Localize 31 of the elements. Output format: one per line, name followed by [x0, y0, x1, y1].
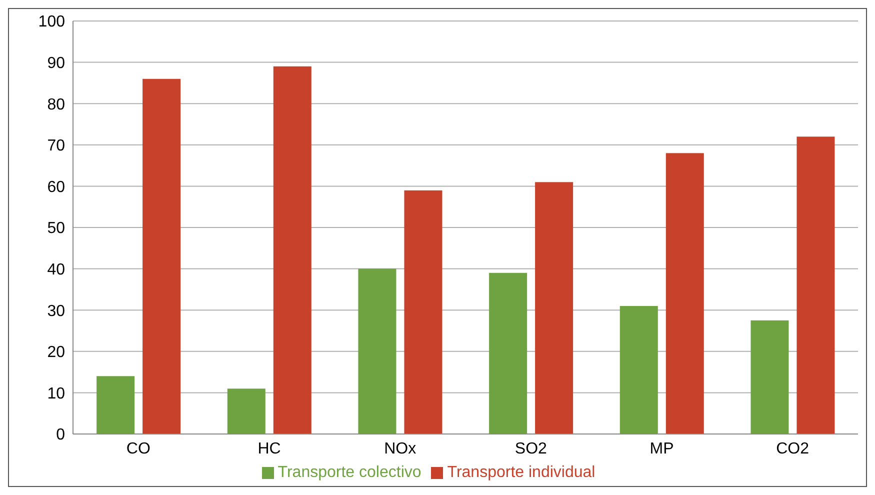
bar [750, 320, 789, 434]
y-tick-label: 100 [38, 14, 66, 31]
legend-label: Transporte colectivo [278, 464, 422, 481]
bar [142, 78, 181, 434]
bar [273, 66, 312, 434]
bar [358, 268, 396, 434]
y-tick-label: 80 [47, 96, 66, 114]
y-tick-label: 90 [47, 54, 66, 72]
bar [535, 182, 574, 434]
bar [620, 306, 658, 434]
bar [796, 136, 835, 434]
x-tick-label: CO [126, 440, 150, 458]
y-tick-label: 50 [47, 220, 66, 238]
y-tick-label: 0 [56, 426, 66, 444]
bar [227, 388, 266, 434]
x-tick-label: NOx [384, 440, 416, 458]
bar [489, 272, 528, 434]
y-tick-label: 70 [47, 138, 66, 155]
y-tick-label: 40 [47, 261, 66, 278]
x-tick-label: SO2 [514, 440, 548, 458]
legend-label: Transporte individual [447, 464, 596, 481]
y-tick-label: 30 [47, 302, 66, 320]
x-tick-label: HC [258, 440, 281, 458]
bar [404, 190, 442, 434]
y-tick-label: 20 [47, 344, 66, 362]
y-tick-label: 10 [47, 385, 66, 402]
x-tick-label: CO2 [776, 440, 810, 458]
bar [96, 376, 135, 434]
bar [666, 153, 704, 434]
y-tick-label: 60 [47, 178, 66, 196]
x-tick-label: MP [650, 440, 674, 458]
